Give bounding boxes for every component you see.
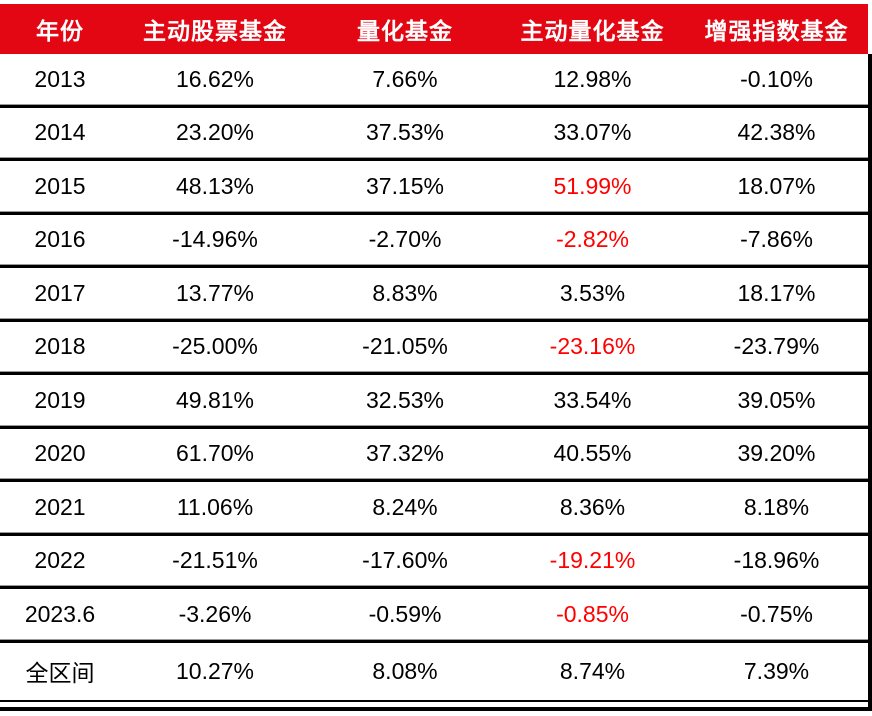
value-cell: 12.98% [553, 65, 632, 92]
value-cell: -0.75% [740, 600, 813, 627]
table-rows: 2013 16.62% 7.66% 12.98% -0.10% 2014 23.20% 37.… [0, 54, 868, 702]
value-cell: -25.00% [172, 333, 258, 360]
value-cell: -23.16% [549, 333, 636, 360]
value-cell: -21.05% [362, 333, 448, 360]
value-cell: 8.08% [372, 657, 438, 684]
value-cell: 8.83% [372, 279, 438, 306]
year-cell: 2023.6 [24, 600, 96, 627]
value-cell: 7.66% [372, 65, 438, 92]
table-row: 2018 -25.00% -21.05% -23.16% -23.79% [0, 318, 868, 373]
value-cell: 8.24% [372, 493, 438, 520]
year-cell: 2016 [34, 226, 86, 253]
value-cell: 8.36% [559, 493, 626, 520]
value-cell: -18.96% [733, 547, 820, 574]
value-cell: 18.17% [737, 279, 816, 306]
value-cell: 10.27% [175, 657, 254, 684]
table-row: 2021 11.06% 8.24% 8.36% 8.18% [0, 479, 868, 533]
value-cell: 16.62% [175, 65, 254, 92]
table-row: 2023.6 -3.26% -0.59% -0.85% -0.75% [0, 586, 868, 640]
value-cell: 39.05% [737, 386, 816, 413]
year-cell: 2018 [34, 333, 86, 360]
header-cell-quant-funds: 量化基金 [357, 18, 453, 44]
value-cell: 37.32% [365, 440, 444, 467]
value-cell: 51.99% [553, 172, 632, 199]
table-row: 2020 61.70% 37.32% 40.55% 39.20% [0, 425, 868, 480]
value-cell: 40.55% [553, 440, 632, 467]
value-cell: 23.20% [175, 119, 254, 146]
value-cell: 8.18% [743, 493, 810, 520]
table-row: 2019 49.81% 32.53% 33.54% 39.05% [0, 372, 868, 426]
value-cell: 49.81% [175, 386, 254, 413]
header-cell-enhanced-index-funds: 增强指数基金 [704, 18, 849, 44]
value-cell: -3.26% [178, 600, 252, 627]
year-cell: 2014 [34, 119, 86, 146]
value-cell: 8.74% [559, 657, 626, 684]
header-cell-active-quant-funds: 主动量化基金 [520, 18, 665, 44]
value-cell: 37.53% [365, 119, 444, 146]
value-cell: -23.79% [733, 333, 820, 360]
value-cell: 33.54% [553, 386, 632, 413]
year-cell: 全区间 [25, 660, 95, 687]
value-cell: 7.39% [743, 657, 810, 684]
table-row: 2016 -14.96% -2.70% -2.82% -7.86% [0, 211, 868, 266]
table-row: 2015 48.13% 37.15% 51.99% 18.07% [0, 158, 868, 212]
value-cell: 33.07% [553, 119, 632, 146]
header-cell-active-equity-funds: 主动股票基金 [143, 18, 287, 44]
table-header-row: 年份 主动股票基金 量化基金 主动量化基金 增强指数基金 [0, 4, 868, 54]
value-cell: 37.15% [365, 172, 444, 199]
year-cell: 2013 [34, 65, 86, 92]
table-row: 2017 13.77% 8.83% 3.53% 18.17% [0, 265, 868, 319]
value-cell: -2.82% [556, 226, 629, 253]
value-cell: -2.70% [368, 226, 442, 253]
value-cell: -7.86% [740, 226, 813, 253]
value-cell: -17.60% [362, 547, 448, 574]
value-cell: 32.53% [365, 386, 444, 413]
year-cell: 2017 [34, 279, 86, 306]
value-cell: 39.20% [737, 440, 816, 467]
table-row: 2014 23.20% 37.53% 33.07% 42.38% [0, 104, 868, 159]
value-cell: -0.85% [556, 600, 629, 627]
year-cell: 2015 [34, 172, 86, 199]
value-cell: 11.06% [176, 493, 254, 520]
year-cell: 2022 [34, 547, 86, 574]
value-cell: 18.07% [737, 172, 816, 199]
table-row: 2013 16.62% 7.66% 12.98% -0.10% [0, 54, 868, 105]
value-cell: -0.10% [740, 65, 813, 92]
bottom-thick-rule [0, 707, 868, 711]
header-cell-year: 年份 [36, 18, 84, 44]
table-row: 2022 -21.51% -17.60% -19.21% -18.96% [0, 532, 868, 587]
table-body: 2013 16.62% 7.66% 12.98% -0.10% 2014 23.20% 37.… [0, 54, 872, 711]
value-cell: -21.51% [172, 547, 258, 574]
value-cell: 48.13% [175, 172, 254, 199]
table-row: 全区间 10.27% 8.08% 8.74% 7.39% [0, 639, 868, 701]
year-cell: 2021 [34, 493, 86, 520]
value-cell: -19.21% [549, 547, 636, 574]
year-cell: 2019 [34, 386, 86, 413]
value-cell: 42.38% [737, 119, 816, 146]
value-cell: 3.53% [559, 279, 626, 306]
value-cell: 61.70% [175, 440, 254, 467]
year-cell: 2020 [34, 440, 86, 467]
value-cell: -14.96% [172, 226, 258, 253]
value-cell: 13.77% [175, 279, 254, 306]
value-cell: -0.59% [368, 600, 442, 627]
